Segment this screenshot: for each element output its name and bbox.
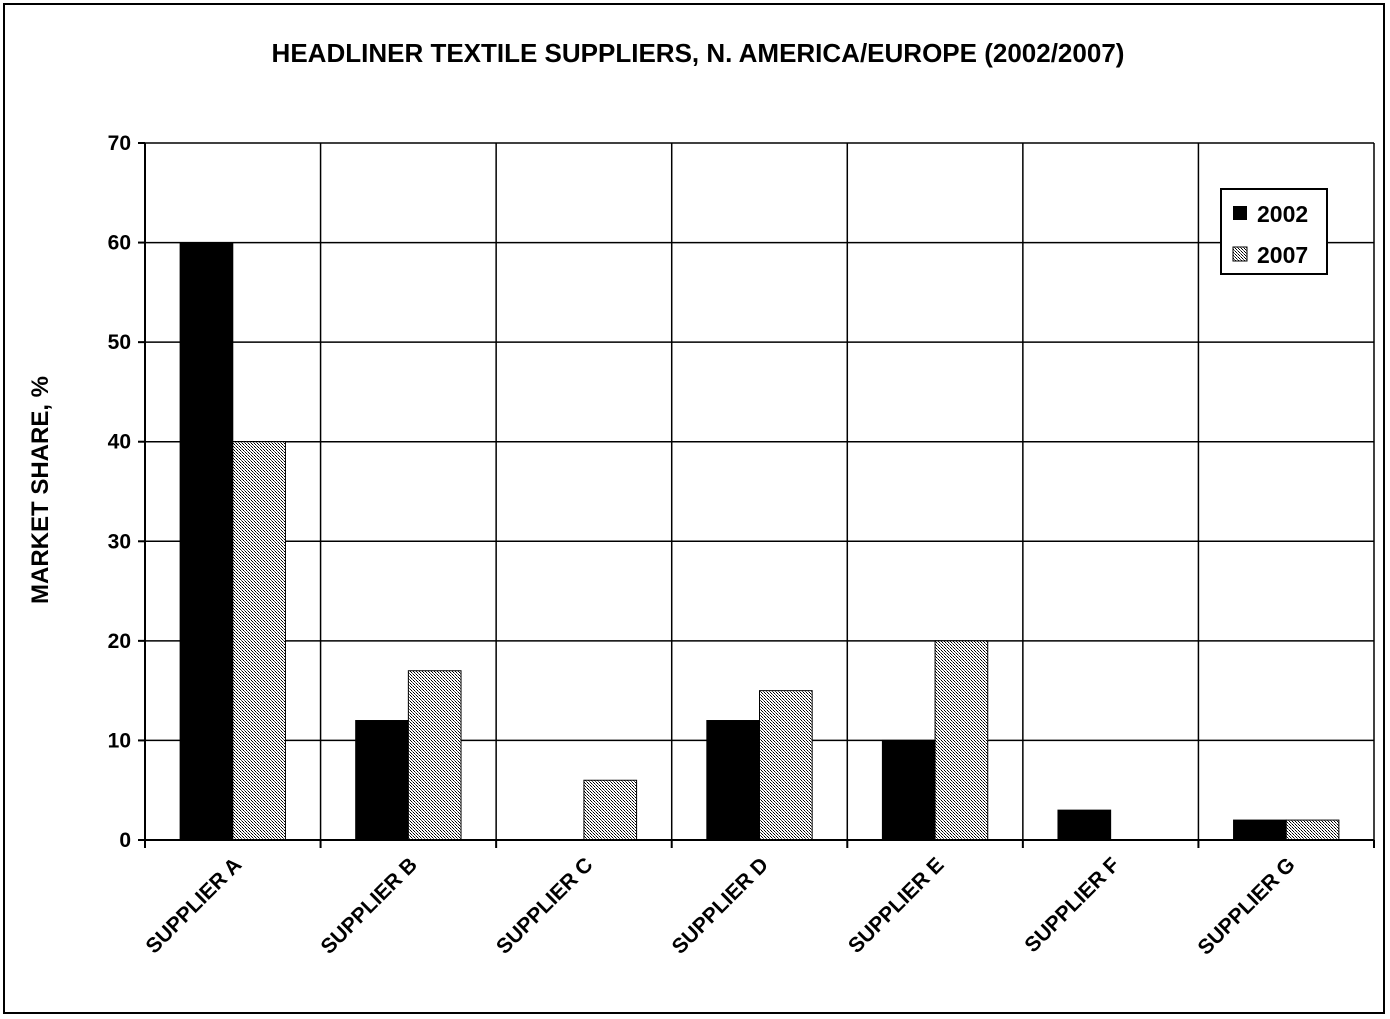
y-tick-label: 70 [108,132,131,155]
bar-2002-supplier-f [1057,809,1112,841]
y-tick-label: 50 [108,331,131,354]
gridlines [145,142,1375,840]
legend-label-2002: 2002 [1257,201,1308,227]
x-tick-label: SUPPLIER A [141,853,246,958]
bar-2002-supplier-e [881,739,936,841]
bars [179,242,1340,841]
bar-2007-supplier-e [934,640,989,841]
x-tick-label: SUPPLIER E [844,853,949,958]
y-tick-label: 10 [108,729,131,752]
bar-2007-supplier-a [232,441,286,841]
bar-2007-supplier-d [759,690,813,841]
y-tick-label: 30 [108,530,131,553]
bar-2007-supplier-g [1285,819,1340,841]
legend-swatch-2002 [1233,206,1247,220]
legend-label-2007: 2007 [1257,242,1308,268]
bar-2002-supplier-a [179,242,234,841]
legend-swatch-2007 [1232,246,1248,262]
chart-title: HEADLINER TEXTILE SUPPLIERS, N. AMERICA/… [272,38,1125,68]
bar-2002-supplier-b [355,720,409,841]
y-tick-label: 60 [108,232,131,255]
bar-2007-supplier-c [583,779,638,841]
axes [138,142,1375,848]
bar-2002-supplier-d [706,720,760,841]
y-tick-labels: 0 10 20 30 40 50 60 70 [108,132,131,852]
bar-2007-supplier-b [407,670,462,841]
x-tick-label: SUPPLIER B [317,853,422,958]
x-tick-labels: SUPPLIER A SUPPLIER B SUPPLIER C SUPPLIER D… [141,853,1299,959]
y-axis-label: MARKET SHARE, % [27,376,54,604]
y-tick-label: 20 [108,630,131,653]
x-tick-label: SUPPLIER D [668,853,773,958]
x-tick-label: SUPPLIER F [1020,853,1124,957]
y-tick-label: 0 [119,829,131,852]
bar-2002-supplier-g [1233,819,1287,841]
x-tick-label: SUPPLIER G [1194,853,1300,959]
legend: 2002 2007 [1220,188,1328,275]
x-tick-label: SUPPLIER C [492,853,597,958]
y-tick-label: 40 [108,431,131,454]
